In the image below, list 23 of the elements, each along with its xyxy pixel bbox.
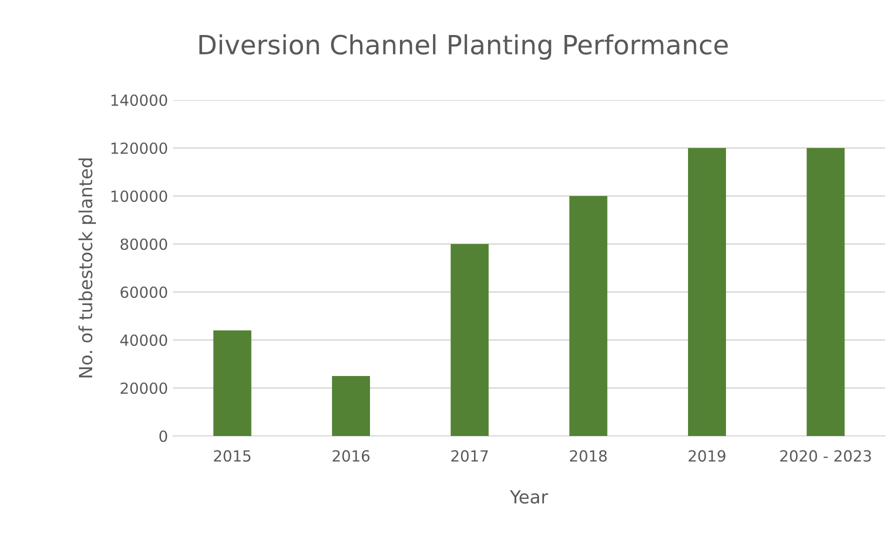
- chart-title: Diversion Channel Planting Performance: [199, 34, 728, 60]
- bar: [688, 148, 726, 436]
- y-tick-label: 40000: [120, 334, 168, 346]
- y-tick-label: 100000: [111, 190, 168, 202]
- x-tick-label: 2015: [214, 450, 250, 462]
- bar: [213, 330, 252, 436]
- y-tick-label: 80000: [120, 238, 168, 250]
- x-tick-label: 2020 - 2023: [780, 450, 871, 462]
- bar: [569, 196, 608, 436]
- x-tick-label: 2019: [688, 450, 726, 462]
- x-axis-title: Year: [510, 490, 548, 504]
- y-tick-label: 120000: [111, 142, 168, 154]
- x-tick-label: 2017: [451, 450, 488, 462]
- bar: [806, 148, 845, 436]
- x-tick-label: 2016: [332, 450, 370, 462]
- y-tick-label: 20000: [120, 382, 168, 394]
- bar: [450, 244, 489, 436]
- x-tick-label: 2018: [570, 450, 607, 462]
- bar: [332, 376, 370, 436]
- y-tick-label: 140000: [111, 94, 168, 106]
- y-tick-label: 0: [159, 430, 168, 442]
- y-axis-title: No. of tubestock planted: [78, 158, 96, 378]
- y-tick-label: 60000: [120, 286, 168, 298]
